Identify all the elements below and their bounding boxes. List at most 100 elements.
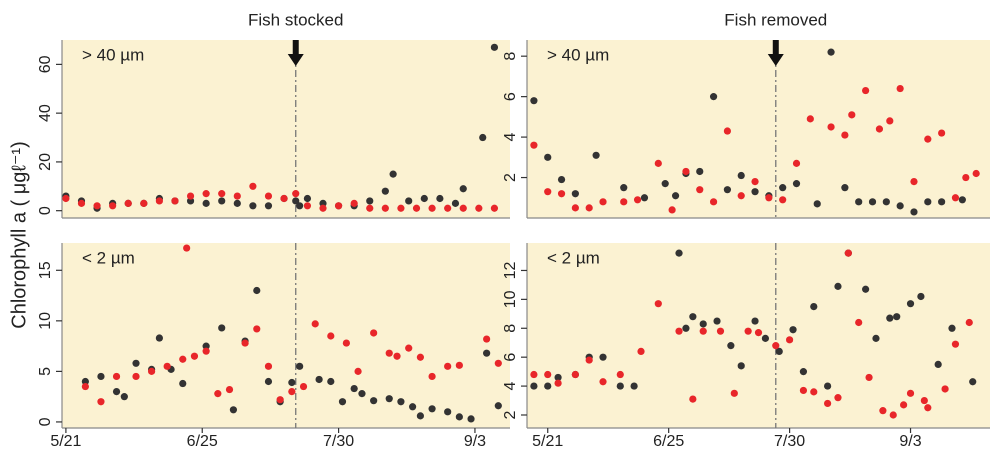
- point: [689, 313, 697, 321]
- point: [744, 327, 752, 335]
- point: [696, 186, 704, 194]
- point: [779, 196, 787, 204]
- point: [900, 401, 908, 409]
- point: [754, 329, 763, 337]
- point: [77, 199, 86, 207]
- point: [370, 329, 378, 337]
- point: [455, 361, 463, 369]
- point: [709, 198, 718, 206]
- point: [409, 403, 417, 411]
- point: [951, 340, 960, 348]
- point: [737, 171, 745, 180]
- point: [637, 347, 645, 355]
- point: [962, 173, 970, 182]
- point: [875, 125, 884, 133]
- event-label: Fish stocked: [248, 10, 343, 29]
- point: [303, 194, 312, 203]
- point: [965, 318, 973, 327]
- y-tick-label: 0: [37, 206, 54, 215]
- y-tick-label: 60: [37, 55, 54, 73]
- point: [163, 362, 171, 370]
- point: [889, 411, 897, 419]
- point: [723, 186, 732, 194]
- point: [699, 320, 707, 328]
- point: [370, 397, 378, 405]
- point: [389, 170, 397, 178]
- point: [530, 370, 538, 379]
- point: [896, 202, 904, 210]
- point: [872, 334, 880, 342]
- point: [253, 325, 261, 333]
- point: [253, 286, 261, 295]
- point: [303, 202, 312, 210]
- point: [120, 393, 128, 401]
- point: [682, 324, 690, 332]
- point: [972, 169, 980, 178]
- point: [327, 377, 335, 386]
- point: [924, 135, 932, 143]
- point: [571, 190, 579, 198]
- point: [366, 204, 374, 212]
- x-tick-label: 5/21: [50, 433, 81, 450]
- point: [112, 388, 121, 396]
- point: [218, 197, 226, 205]
- point: [834, 394, 842, 402]
- y-tick-label: 5: [37, 367, 54, 376]
- point: [225, 385, 234, 394]
- point: [620, 198, 628, 206]
- y-tick-label: 40: [37, 104, 54, 122]
- point: [494, 359, 502, 367]
- point: [451, 199, 460, 207]
- point: [948, 324, 956, 332]
- x-tick-label: 6/25: [187, 433, 218, 450]
- point: [813, 200, 821, 208]
- point: [186, 192, 195, 200]
- point: [544, 153, 552, 161]
- point: [494, 402, 502, 410]
- point: [420, 194, 428, 203]
- point: [397, 398, 405, 406]
- point: [730, 389, 738, 397]
- point: [699, 327, 707, 335]
- point: [202, 199, 210, 207]
- point: [475, 204, 483, 212]
- point: [751, 177, 759, 186]
- point: [436, 194, 444, 203]
- point: [751, 317, 759, 325]
- point: [292, 197, 300, 205]
- event-arrow: [287, 40, 304, 66]
- point: [416, 412, 424, 420]
- point: [358, 390, 366, 398]
- point: [910, 177, 918, 186]
- point: [765, 194, 773, 202]
- point: [640, 194, 649, 202]
- point: [585, 204, 593, 212]
- point: [354, 367, 362, 375]
- x-tick-label: 9/3: [464, 433, 486, 450]
- point: [789, 326, 797, 334]
- point: [554, 373, 562, 382]
- point: [311, 320, 319, 328]
- point: [183, 244, 191, 252]
- point: [716, 327, 725, 335]
- panel-label: < 2 µm: [82, 248, 135, 267]
- point: [483, 349, 491, 357]
- y-tick-label: 2: [502, 173, 519, 182]
- point: [938, 129, 946, 137]
- point: [140, 199, 148, 207]
- point: [179, 355, 187, 363]
- point: [630, 382, 638, 390]
- point: [799, 368, 808, 376]
- point: [557, 190, 566, 198]
- point: [327, 332, 335, 340]
- point: [827, 123, 835, 131]
- y-tick-label: 0: [37, 417, 54, 426]
- panel-label: > 40 µm: [82, 45, 144, 64]
- point: [296, 362, 304, 370]
- point: [81, 382, 89, 391]
- y-tick-label: 8: [502, 324, 519, 333]
- point: [865, 373, 873, 382]
- point: [886, 314, 894, 322]
- point: [366, 197, 374, 205]
- point: [917, 292, 925, 301]
